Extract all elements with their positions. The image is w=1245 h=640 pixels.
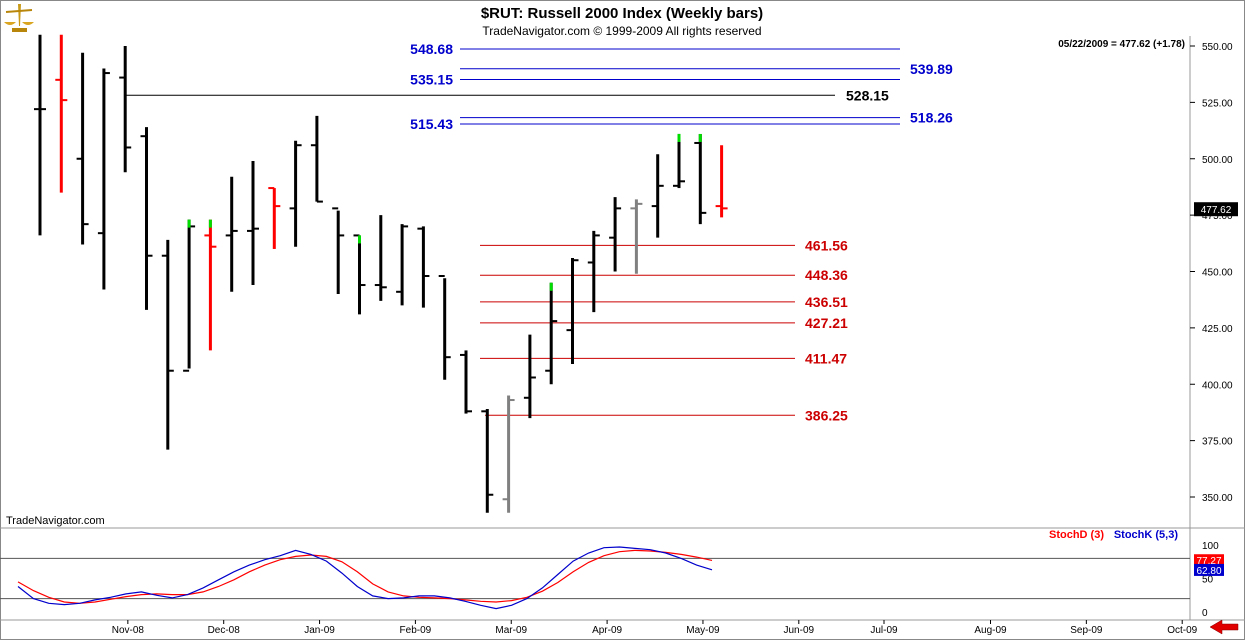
stoch-k-legend: StochK (5,3) [1114,529,1179,541]
time-axis-label: May-09 [686,625,720,636]
price-axis-label: 400.00 [1202,380,1233,391]
stoch-value-label: 62.80 [1196,566,1221,577]
price-axis-label: 425.00 [1202,324,1233,335]
time-axis-label: Dec-08 [208,625,241,636]
time-axis-label: Jul-09 [870,625,898,636]
price-bar [204,219,217,351]
brass-scale-logo-icon[interactable] [4,4,34,32]
time-axis: Nov-08 Dec-08 Jan-09 Feb-09 Mar-09 Apr-09 May-… [112,620,1198,636]
time-axis-label: Feb-09 [400,625,432,636]
stoch-d-legend: StochD (3) [1049,529,1104,541]
last-price-box [1194,202,1238,217]
price-axis-label: 475.00 [1202,211,1233,222]
price-bar [34,34,46,236]
stoch-value-box [1194,563,1224,576]
price-bar [97,68,110,290]
time-axis-label: Jun-09 [784,625,815,636]
price-bar [651,154,664,238]
price-bar [332,207,345,295]
resistance-level-label: 535.15 [410,71,453,87]
price-bar [396,224,409,306]
support-level-label: 436.51 [805,294,848,310]
price-bar [247,161,259,286]
support-level-label: 386.25 [805,407,848,423]
price-bar [609,197,622,272]
price-bar [438,275,451,380]
price-bar [523,334,536,419]
watermark: TradeNavigator.com [6,515,105,527]
price-bar [268,187,281,249]
price-bar [55,34,68,193]
price-bar [545,282,558,385]
support-level-label: 427.21 [805,315,848,331]
price-bar [289,140,302,247]
resistance-level-label: 518.26 [910,110,953,126]
red-arrow-left-icon[interactable] [1209,619,1239,635]
stoch-axis-label: 0 [1202,608,1208,619]
price-bar [374,215,387,301]
price-bar [119,46,132,173]
resistance-level-label: 515.43 [410,116,453,132]
price-axis-label: 450.00 [1202,268,1233,279]
price-axis-label: 375.00 [1202,437,1233,448]
price-bar [417,226,430,308]
price-bar [460,350,472,414]
price-axis-label: 350.00 [1202,493,1233,504]
stoch-value-box [1194,554,1224,567]
pivot-level-label: 528.15 [846,87,889,103]
stoch-d-line [17,549,713,604]
price-bar [140,127,153,310]
stoch-value-label: 77.27 [1196,556,1221,567]
price-bar [310,115,323,203]
support-level-label: 461.56 [805,237,848,253]
stoch-axis-label: 50 [1202,575,1214,586]
resistance-level-label: 548.68 [410,41,453,57]
price-bars [34,34,728,513]
price-bar [76,52,89,245]
price-bar [225,176,238,292]
level-lines: 548.68 535.15 539.89 515.43 518.26 528.15 461.… [125,41,953,423]
price-bar [587,230,600,313]
price-bar [481,409,494,513]
stoch-axis-label: 100 [1202,541,1219,552]
time-axis-label: Sep-09 [1070,625,1103,636]
time-axis-label: Jan-09 [304,625,335,636]
price-axis-label: 550.00 [1202,42,1233,53]
price-bar [566,257,579,364]
time-axis-label: Oct-09 [1167,625,1197,636]
resistance-level-label: 539.89 [910,61,953,77]
price-bar [673,133,685,189]
chart-title: $RUT: Russell 2000 Index (Weekly bars) [481,5,763,22]
time-axis-label: Aug-09 [974,625,1007,636]
support-level-label: 448.36 [805,267,848,283]
price-axis: 550.00 525.00 500.00 475.00 450.00 425.00 400.… [1190,42,1238,504]
price-bar [502,395,515,513]
price-bar [161,239,174,450]
price-axis-label: 525.00 [1202,98,1233,109]
time-axis-label: Apr-09 [592,625,622,636]
time-axis-label: Mar-09 [495,625,527,636]
price-bar [630,199,643,274]
stoch-k-line [17,546,713,610]
price-bar [694,133,707,225]
last-value-readout: 05/22/2009 = 477.62 (+1.78) [1058,39,1185,50]
last-price-label: 477.62 [1201,205,1232,216]
price-bar [715,145,728,218]
price-axis-label: 500.00 [1202,155,1233,166]
time-axis-label: Nov-08 [112,625,145,636]
support-level-label: 411.47 [805,350,847,366]
chart-subtitle: TradeNavigator.com © 1999-2009 All right… [482,24,761,38]
